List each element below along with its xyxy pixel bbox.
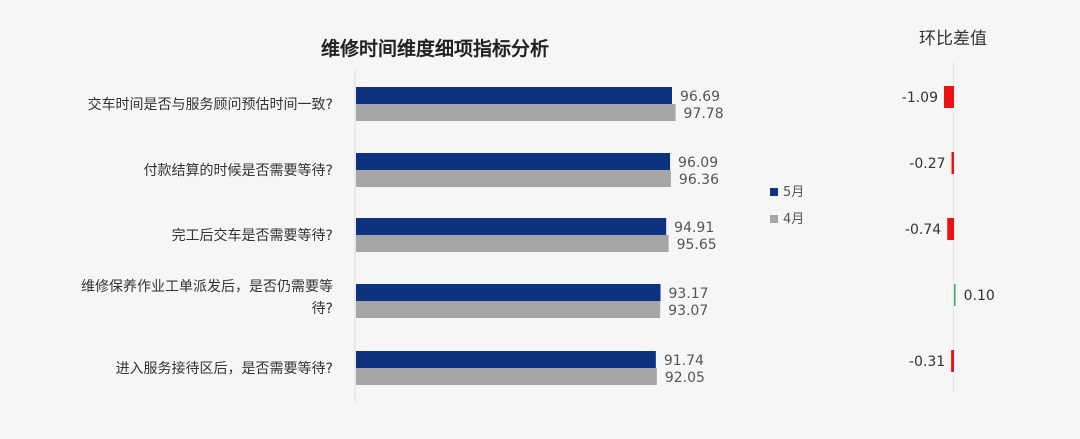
data-label: 96.69 [680,89,720,105]
diff-label: -1.09 [902,90,938,106]
category-labels: 交车时间是否与服务顾问预估时间一致? 付款结算的时候是否需要等待? 完工后交车是否需… [81,96,333,377]
legend-label: 5月 [783,185,804,200]
bar [356,170,671,187]
diff-label: -0.27 [909,156,945,172]
data-label: 96.36 [679,172,719,188]
data-label: 96.09 [678,155,718,171]
data-label: 93.07 [668,303,708,319]
diff-bar [947,218,954,240]
bar [356,235,669,252]
bar [356,368,657,385]
bar [356,218,667,235]
bar [356,284,661,301]
chart-title: 维修时间维度细项指标分析 [321,37,549,60]
diff-bar [951,350,954,372]
category-label: 交车时间是否与服务顾问预估时间一致? [88,96,333,113]
data-label: 97.78 [684,106,724,122]
data-label: 93.17 [668,286,708,302]
diff-bar [954,284,956,306]
diff-label: -0.31 [909,354,945,370]
category-label: 付款结算的时候是否需要等待? [144,162,333,179]
bar [356,104,676,121]
data-label: 95.65 [677,237,717,253]
diff-label: 0.10 [964,288,995,304]
legend-label: 4月 [783,212,804,227]
bar [356,87,672,104]
legend-swatch [770,188,778,196]
category-label: 维修保养作业工单派发后，是否仍需要等 [81,278,333,295]
diff-chart-title: 环比差值 [919,29,987,49]
bar [356,153,671,170]
category-label: 完工后交车是否需要等待? [172,227,333,244]
bar [356,351,656,368]
diff-bars: -1.09 -0.27 -0.74 0.10 -0.31 [902,86,995,372]
category-label: 进入服务接待区后，是否需要等待? [116,360,333,377]
bar [356,301,661,318]
legend: 5月 4月 [770,185,804,227]
data-label: 94.91 [674,220,714,236]
data-label: 91.74 [664,353,704,369]
legend-swatch [770,215,778,223]
diff-bar [951,152,954,174]
category-label: 待? [312,301,333,317]
data-label: 92.05 [665,370,705,386]
diff-label: -0.74 [905,222,941,238]
diff-bar [944,86,954,108]
